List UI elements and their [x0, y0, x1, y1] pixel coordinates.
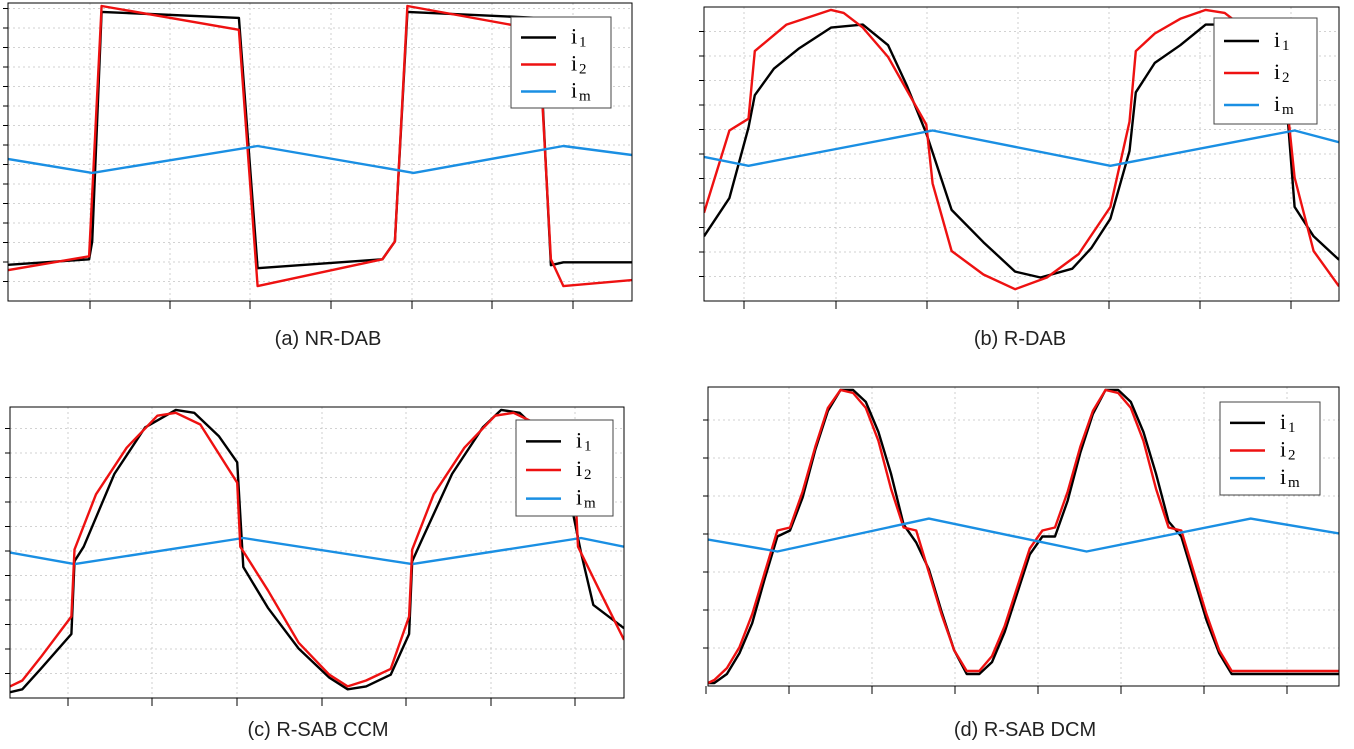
panel-caption: (c) R-SAB CCM — [247, 719, 388, 741]
legend-box — [510, 16, 612, 109]
chart-panel-1: i 1i 2i m(a) NR-DAB — [3, 2, 633, 350]
legend-label-subscript: 1 — [584, 438, 592, 454]
axis-ticks — [3, 8, 574, 309]
legend-box — [515, 419, 614, 517]
panel-caption: (b) R-DAB — [974, 328, 1066, 350]
axis-ticks — [699, 31, 1292, 309]
panel-caption: (a) NR-DAB — [275, 328, 382, 350]
legend-label: i — [1280, 437, 1286, 462]
legend-label: i — [571, 24, 577, 49]
legend-label-subscript: 1 — [1288, 420, 1296, 436]
legend-label-subscript: 2 — [1282, 70, 1290, 86]
legend-label-subscript: 2 — [579, 62, 587, 78]
chart-panel-3: i 1i 2i m(c) R-SAB CCM — [5, 406, 625, 741]
legend-label: i — [571, 78, 577, 103]
legend-label: i — [1280, 464, 1286, 489]
axis-ticks — [703, 419, 1288, 694]
series-group — [10, 408, 624, 694]
legend-label-subscript: 2 — [1288, 448, 1296, 464]
legend-label-subscript: m — [1288, 475, 1300, 491]
series-group — [708, 388, 1339, 685]
legend-label-subscript: m — [579, 89, 591, 105]
legend-label: i — [571, 51, 577, 76]
series-line-i-m — [704, 129, 1339, 168]
series-line-i-m — [8, 144, 632, 175]
legend-label: i — [1274, 91, 1280, 116]
series-group — [8, 4, 632, 288]
legend: i 1i 2i m — [1213, 17, 1318, 125]
plot-frame — [707, 386, 1340, 687]
series-line-i-m — [10, 536, 624, 566]
legend-label-subscript: 1 — [1282, 38, 1290, 54]
legend-label-subscript: 2 — [584, 467, 592, 483]
legend-label: i — [1274, 27, 1280, 52]
legend-label-subscript: 1 — [579, 35, 587, 51]
legend-label-subscript: m — [584, 496, 596, 512]
legend: i 1i 2i m — [510, 16, 612, 109]
plot-frame — [7, 2, 633, 302]
chart-panel-2: i 1i 2i m(b) R-DAB — [699, 6, 1340, 350]
chart-panel-4: i 1i 2i m(d) R-SAB DCM — [703, 386, 1340, 741]
panel-caption: (d) R-SAB DCM — [954, 719, 1096, 741]
legend-box — [1213, 17, 1318, 125]
series-line-i-2 — [708, 388, 1339, 685]
legend: i 1i 2i m — [1219, 401, 1321, 496]
legend-label: i — [1274, 59, 1280, 84]
plot-frame — [9, 406, 625, 699]
axis-ticks — [5, 428, 576, 706]
legend-label: i — [1280, 409, 1286, 434]
series-line-i-2 — [8, 4, 632, 288]
series-line-i-m — [708, 517, 1339, 553]
legend-label: i — [576, 456, 582, 481]
series-line-i-1 — [708, 388, 1339, 685]
legend-label: i — [576, 485, 582, 510]
series-line-i-1 — [10, 408, 624, 694]
series-line-i-2 — [10, 411, 624, 688]
legend-box — [1219, 401, 1321, 496]
plot-frame — [703, 6, 1340, 302]
legend: i 1i 2i m — [515, 419, 614, 517]
legend-label-subscript: m — [1282, 102, 1294, 118]
legend-label: i — [576, 427, 582, 452]
